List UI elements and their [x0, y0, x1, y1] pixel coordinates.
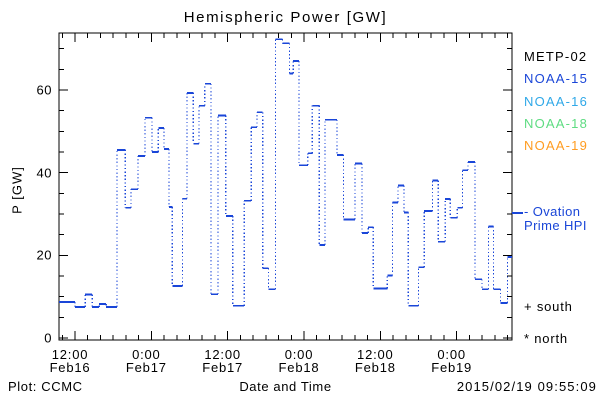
x-tick-label: 12:00 Feb17 [202, 347, 244, 375]
south-label: south [536, 299, 573, 314]
chart-title: Hemispheric Power [GW] [183, 9, 388, 26]
footer-plot-source: Plot: CCMC [8, 379, 83, 394]
ovation-line-sample-icon [512, 212, 523, 214]
x-tick-date: Feb17 [202, 359, 244, 375]
x-tick-date: Feb18 [278, 359, 320, 375]
x-tick-label: 12:00 Feb18 [354, 347, 396, 375]
y-tick-label: 20 [36, 247, 52, 263]
x-tick-label: 0:00 Feb17 [125, 347, 167, 375]
x-axis-title: Date and Time [239, 379, 332, 394]
x-tick-time: 0:00 [284, 347, 314, 362]
legend-item-noaa-16: NOAA-16 [524, 93, 589, 109]
north-label: north [534, 331, 568, 346]
x-tick-date: Feb16 [49, 359, 91, 375]
legend-north-marker: * north [524, 331, 568, 346]
ovation-legend-line1: - Ovation [524, 204, 581, 219]
legend-ovation-prime-hpi: - Ovation Prime HPI [524, 205, 587, 233]
y-tick-label: 60 [36, 82, 52, 98]
legend-item-noaa-18: NOAA-18 [524, 115, 589, 131]
asterisk-marker-icon: * [524, 331, 530, 346]
x-tick-time: 12:00 [51, 347, 89, 362]
x-tick-time: 12:00 [204, 347, 241, 362]
x-tick-date: Feb19 [431, 359, 473, 375]
legend-item-noaa-15: NOAA-15 [524, 71, 589, 87]
x-tick-time: 12:00 [357, 347, 394, 362]
x-tick-time: 0:00 [437, 347, 466, 362]
legend-item-noaa-19: NOAA-19 [524, 138, 589, 154]
y-tick-label: 0 [44, 330, 52, 346]
y-tick-label: 40 [36, 165, 52, 181]
plus-marker-icon: + [524, 299, 533, 314]
x-tick-time: 0:00 [132, 347, 161, 362]
x-tick-label: 0:00 Feb19 [431, 347, 473, 375]
plot-frame [58, 32, 513, 341]
x-tick-date: Feb17 [125, 359, 167, 375]
x-tick-label: 0:00 Feb18 [278, 347, 320, 375]
ovation-legend-line2: Prime HPI [524, 218, 587, 233]
x-tick-date: Feb18 [354, 359, 396, 375]
legend-south-marker: + south [524, 299, 573, 314]
footer-timestamp: 2015/02/19 09:55:09 [456, 379, 597, 394]
x-tick-label: 12:00 Feb16 [49, 347, 91, 375]
legend-item-metp-02: METP-02 [524, 49, 588, 64]
